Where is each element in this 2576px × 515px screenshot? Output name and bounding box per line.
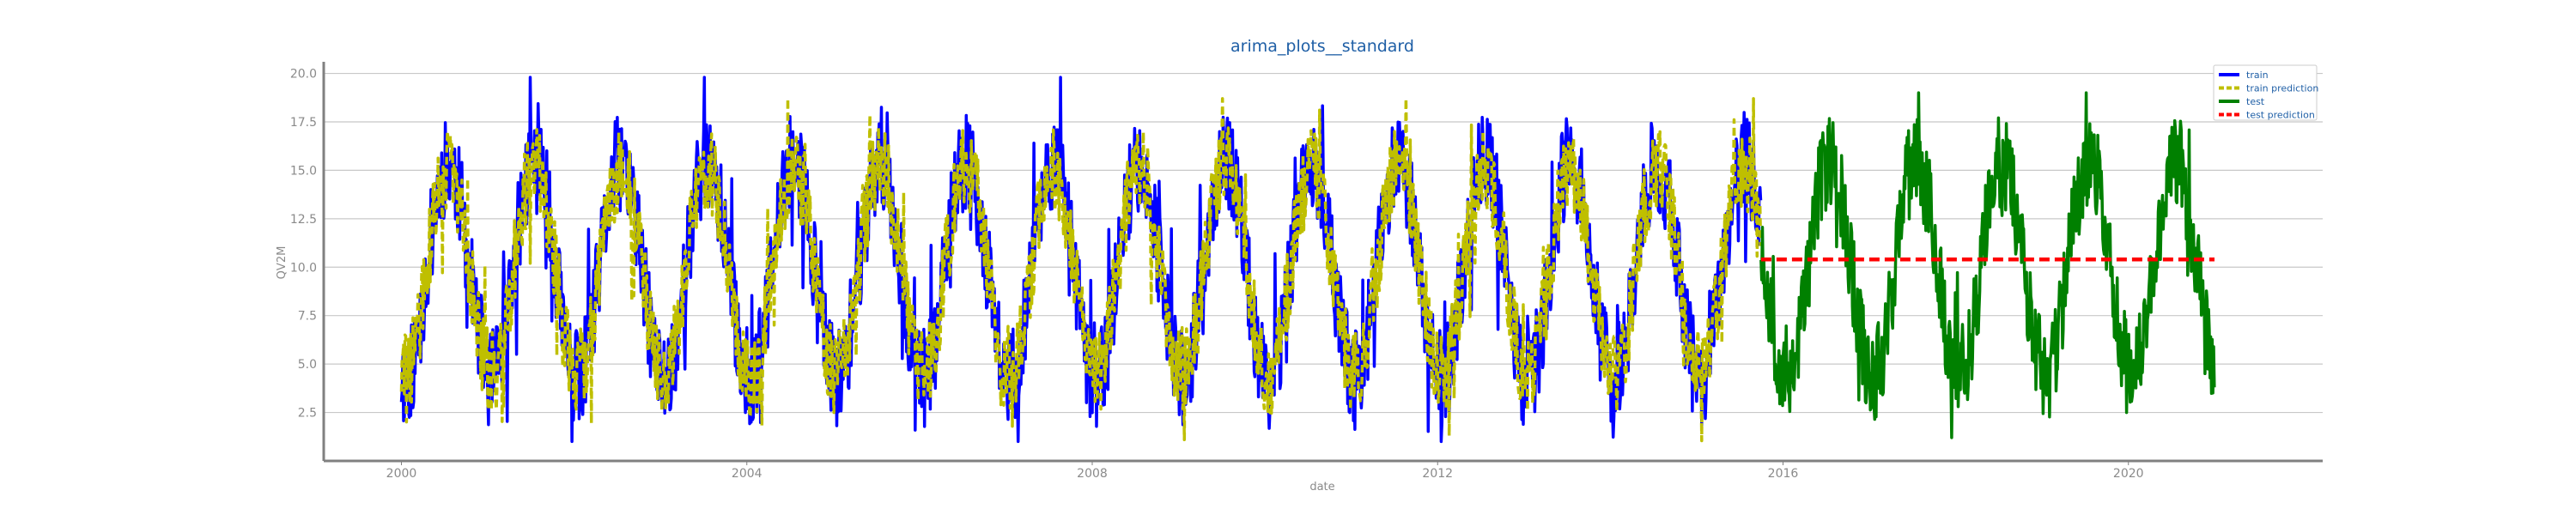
y-tick-label: 12.5: [290, 213, 317, 227]
legend-label: train prediction: [2246, 83, 2318, 94]
y-axis-label: QV2M: [276, 246, 289, 280]
y-tick-label: 15.0: [290, 164, 317, 178]
legend-box: [2213, 64, 2318, 121]
x-tick-label: 2008: [1077, 467, 1108, 481]
x-axis-label: date: [1309, 481, 1334, 494]
series-test: [1759, 91, 2216, 439]
y-tick-label: 20.0: [290, 68, 317, 82]
chart-title: arima_plots__standard: [1230, 37, 1414, 56]
axes: [322, 62, 2323, 463]
legend-label: test prediction: [2246, 110, 2315, 121]
x-tick-label: 2016: [1768, 467, 1799, 481]
x-tick-label: 2012: [1422, 467, 1453, 481]
legend: train train prediction test test prediction: [2213, 64, 2318, 121]
legend-label: train: [2246, 70, 2269, 81]
tick-labels: 2.5 5.0 7.5 10.0 12.5 15.0 17.5 20.0 2000 2004 200…: [290, 68, 2144, 481]
y-tick-label: 10.0: [290, 261, 317, 275]
series-train: [399, 76, 1763, 444]
y-tick-label: 17.5: [290, 116, 317, 130]
y-tick-label: 7.5: [298, 310, 317, 324]
series-layer: [399, 76, 2216, 444]
x-tick-label: 2004: [732, 467, 762, 481]
y-tick-label: 5.0: [298, 358, 317, 372]
x-tick-label: 2000: [386, 467, 417, 481]
series-train-prediction: [399, 97, 1763, 443]
y-tick-label: 2.5: [298, 407, 317, 421]
x-tick-label: 2020: [2113, 467, 2144, 481]
legend-label: test: [2246, 96, 2265, 107]
